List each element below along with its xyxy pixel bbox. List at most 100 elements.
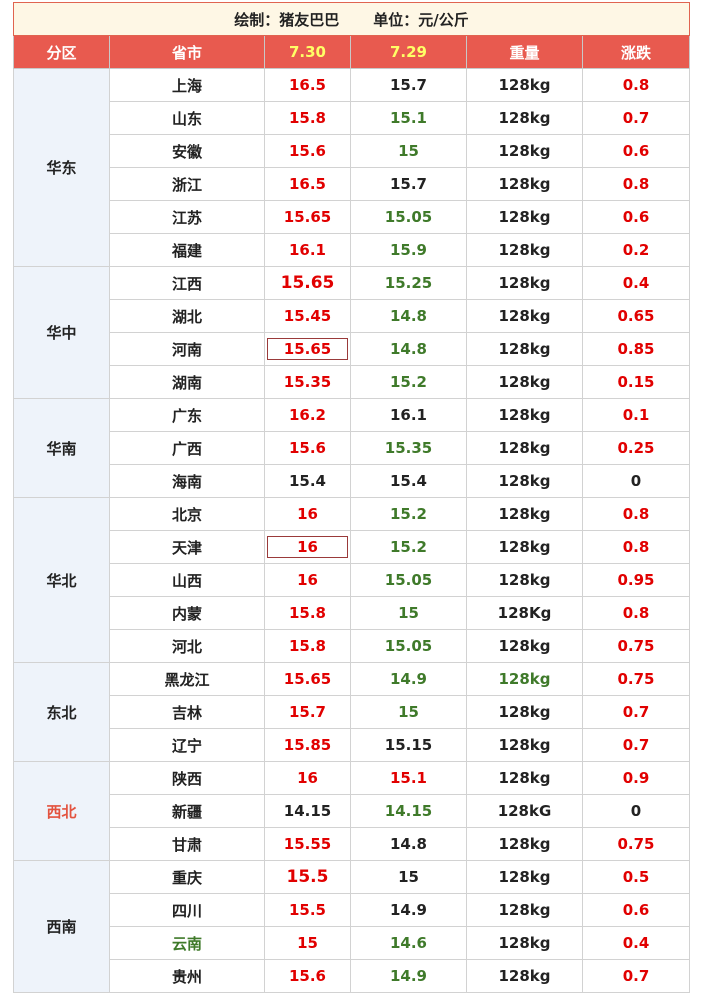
price-730-cell: 14.15 [264,794,351,828]
weight-cell: 128kg [466,893,583,927]
change-cell: 0.8 [582,497,690,531]
change-cell: 0.15 [582,365,690,399]
price-730-cell: 15.6 [264,431,351,465]
price-729-cell: 15.7 [350,167,467,201]
price-730-cell: 15.5 [264,893,351,927]
price-730-cell: 15.6 [264,959,351,993]
province-cell: 江苏 [109,200,265,234]
weight-cell: 128kg [466,530,583,564]
price-730-cell: 16 [264,497,351,531]
weight-cell: 128kg [466,299,583,333]
weight-cell: 128kg [466,431,583,465]
price-730-cell: 15 [264,926,351,960]
price-729-cell: 15.35 [350,431,467,465]
price-729-cell: 15 [350,596,467,630]
change-cell: 0.8 [582,530,690,564]
price-730-cell: 16 [264,563,351,597]
price-730-cell: 15.8 [264,101,351,135]
change-cell: 0.7 [582,101,690,135]
price-729-cell: 15 [350,860,467,894]
province-cell: 辽宁 [109,728,265,762]
price-729-cell: 14.9 [350,662,467,696]
table-row: 东北 黑龙江 15.65 14.9 128kg 0.75 [13,662,690,762]
weight-cell: 128kg [466,926,583,960]
price-729-cell: 14.6 [350,926,467,960]
price-729-cell: 14.8 [350,827,467,861]
header-province: 省市 [109,35,265,69]
province-cell: 贵州 [109,959,265,993]
table-row: 湖南 15.35 15.2 128kg 0.15 [14,365,690,399]
weight-cell: 128kg [466,662,583,696]
province-cell: 福建 [109,233,265,267]
price-730-cell: 15.8 [264,596,351,630]
price-729-cell: 15.05 [350,563,467,597]
table-row: 江苏 15.65 15.05 128kg 0.6 [14,200,690,234]
change-cell: 0.9 [582,761,690,795]
header-date-2: 7.29 [350,35,467,69]
weight-cell: 128kg [466,860,583,894]
province-cell: 云南 [109,926,265,960]
weight-cell: 128kg [466,167,583,201]
price-729-cell: 15.2 [350,497,467,531]
weight-cell: 128kg [466,695,583,729]
price-729-cell: 14.8 [350,332,467,366]
change-cell: 0.7 [582,728,690,762]
weight-cell: 128kg [466,101,583,135]
change-cell: 0.25 [582,431,690,465]
province-cell: 湖北 [109,299,265,333]
table-row: 广西 15.6 15.35 128kg 0.25 [14,431,690,465]
table-row: 甘肃 15.55 14.8 128kg 0.75 [14,827,690,861]
province-cell: 海南 [109,464,265,498]
table-row: 天津 16 15.2 128kg 0.8 [14,530,690,564]
weight-cell: 128kg [466,827,583,861]
province-cell: 江西 [109,266,265,300]
price-730-cell: 15.65 [264,266,351,300]
table-row: 华北 北京 16 15.2 128kg 0.8 [13,497,690,663]
change-cell: 0.4 [582,926,690,960]
price-729-cell: 15.2 [350,530,467,564]
region-cell: 西南 [13,860,110,993]
province-cell: 安徽 [109,134,265,168]
header-date-1: 7.30 [264,35,351,69]
change-cell: 0.8 [582,596,690,630]
price-729-cell: 15.1 [350,101,467,135]
change-cell: 0 [582,464,690,498]
price-729-cell: 14.9 [350,893,467,927]
table-row: 吉林 15.7 15 128kg 0.7 [14,695,690,729]
change-cell: 0.75 [582,827,690,861]
header-region: 分区 [13,35,110,69]
price-730-cell: 16.5 [264,68,351,102]
price-730-cell: 15.8 [264,629,351,663]
table-row: 浙江 16.5 15.7 128kg 0.8 [14,167,690,201]
table-row: 山西 16 15.05 128kg 0.95 [14,563,690,597]
weight-cell: 128kg [466,332,583,366]
table-row: 辽宁 15.85 15.15 128kg 0.7 [14,728,690,762]
weight-cell: 128kG [466,794,583,828]
table-row: 海南 15.4 15.4 128kg 0 [14,464,690,498]
price-730-cell: 15.6 [264,134,351,168]
price-729-cell: 15.05 [350,629,467,663]
weight-cell: 128kg [466,497,583,531]
author-label: 绘制：猪友巴巴 [234,10,340,29]
price-729-cell: 15.4 [350,464,467,498]
weight-cell: 128kg [466,464,583,498]
change-cell: 0.2 [582,233,690,267]
province-cell: 黑龙江 [109,662,265,696]
province-cell: 河北 [109,629,265,663]
province-cell: 浙江 [109,167,265,201]
province-cell: 山东 [109,101,265,135]
price-730-cell: 16 [264,530,351,564]
price-730-cell: 15.65 [264,662,351,696]
price-730-cell: 16 [264,761,351,795]
region-cell: 华中 [13,266,110,399]
table-row: 湖北 15.45 14.8 128kg 0.65 [14,299,690,333]
price-729-cell: 14.8 [350,299,467,333]
table-row: 安徽 15.6 15 128kg 0.6 [14,134,690,168]
province-cell: 山西 [109,563,265,597]
weight-cell: 128kg [466,629,583,663]
price-730-value: 15.65 [283,340,332,358]
region-cell: 西北 [13,761,110,861]
price-729-cell: 15.25 [350,266,467,300]
price-729-cell: 14.9 [350,959,467,993]
weight-cell: 128Kg [466,596,583,630]
